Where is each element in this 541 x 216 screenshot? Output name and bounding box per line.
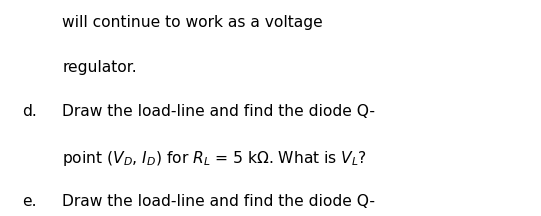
Text: d.: d. <box>22 104 36 119</box>
Text: Draw the load-line and find the diode Q-: Draw the load-line and find the diode Q- <box>62 194 375 209</box>
Text: point ($V_D$, $I_D$) for $R_L$ = 5 kΩ. What is $V_L$?: point ($V_D$, $I_D$) for $R_L$ = 5 kΩ. W… <box>62 149 367 168</box>
Text: will continue to work as a voltage: will continue to work as a voltage <box>62 15 323 30</box>
Text: regulator.: regulator. <box>62 60 137 75</box>
Text: Draw the load-line and find the diode Q-: Draw the load-line and find the diode Q- <box>62 104 375 119</box>
Text: e.: e. <box>22 194 36 209</box>
